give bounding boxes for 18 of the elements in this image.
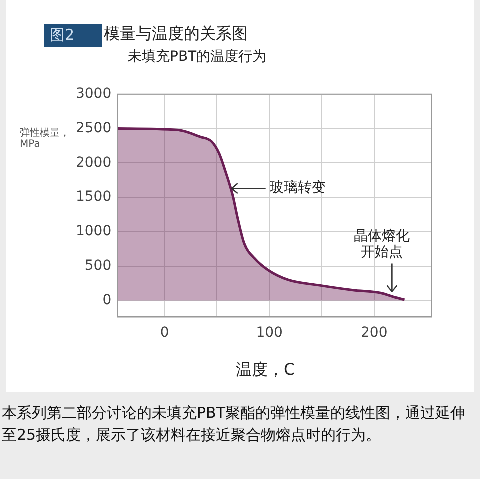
chart-subtitle: 未填充PBT的温度行为 (128, 48, 267, 66)
chart-title: 模量与温度的关系图 (104, 24, 248, 45)
y-tick-label: 3000 (76, 86, 112, 102)
annotation: 晶体熔化开始点 (354, 228, 410, 260)
x-axis-title: 温度，C (236, 360, 296, 381)
y-tick-label: 1500 (76, 189, 112, 206)
y-tick-label: 2000 (76, 154, 112, 171)
y-tick-label: 0 (102, 292, 112, 308)
y-axis-title: 弹性模量，MPa (20, 128, 71, 150)
y-tick-label: 2500 (76, 120, 112, 136)
x-tick-label: 100 (256, 325, 283, 342)
text: 本系列第二部分讨论的未填充PBT聚酯的弹性模量的线性图，通过延伸至25摄氏度，展示了该材料在接近聚合物熔点时的行为。 (2, 403, 466, 446)
x-tick-label: 200 (361, 325, 388, 342)
x-tick-label: 0 (160, 325, 170, 342)
annotation: 玻璃转变 (270, 180, 326, 196)
caption: 图2 (44, 24, 102, 47)
y-tick-label: 500 (84, 258, 112, 274)
y-tick-label: 1000 (76, 224, 112, 240)
